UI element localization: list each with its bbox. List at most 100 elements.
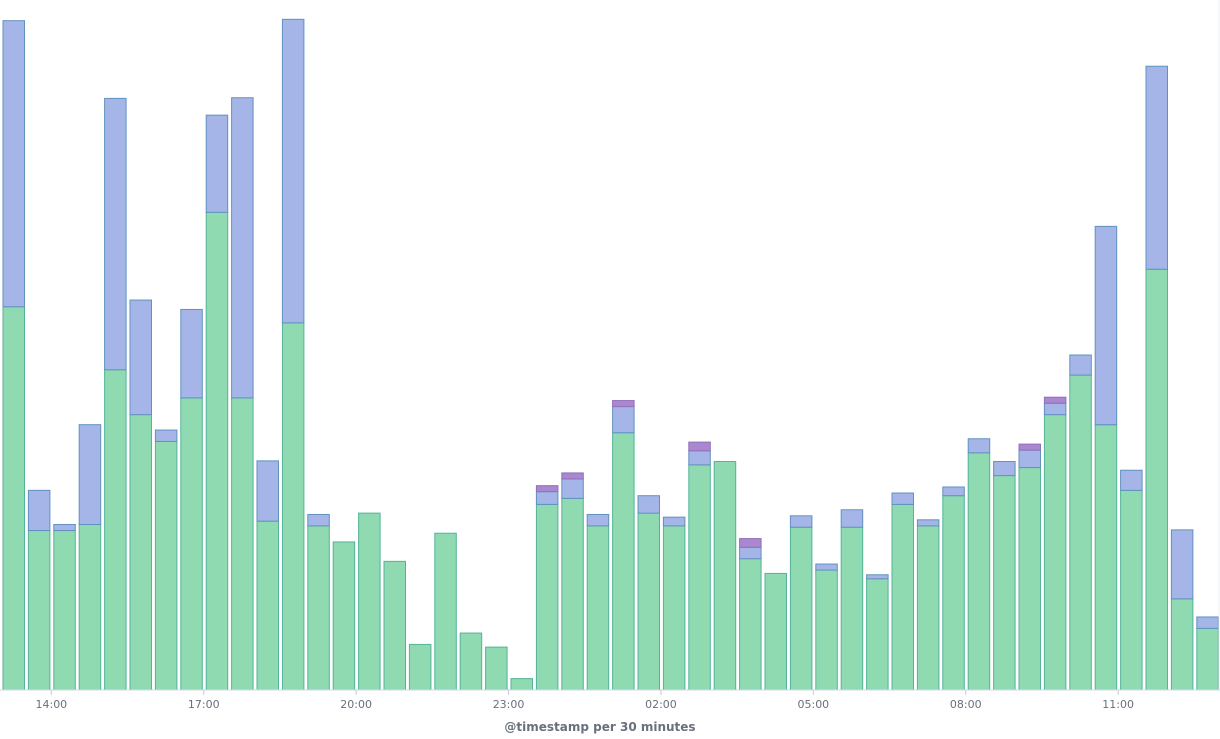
bar-segment-series-0-19:30[interactable] <box>307 525 330 691</box>
bar-segment-series-2-01:30[interactable] <box>612 400 635 408</box>
bar-segment-series-0-15:00[interactable] <box>78 524 102 691</box>
bar-segment-series-1-12:00[interactable] <box>1145 65 1168 270</box>
bar-segment-series-1-18:00[interactable] <box>231 97 254 399</box>
bar-segment-series-1-03:00[interactable] <box>688 450 711 466</box>
x-tick-label: 05:00 <box>797 698 829 711</box>
bar-segment-series-0-17:00[interactable] <box>180 397 203 691</box>
bar-segment-series-0-04:00[interactable] <box>739 558 762 691</box>
bar-segment-series-0-01:30[interactable] <box>612 432 635 691</box>
bar-segment-series-0-03:00[interactable] <box>688 464 711 691</box>
bar-segment-series-2-03:00[interactable] <box>688 441 711 452</box>
bar-segment-series-0-01:00[interactable] <box>586 525 610 691</box>
bar-segment-series-1-05:00[interactable] <box>789 515 813 528</box>
bar-segment-series-0-14:00[interactable] <box>27 530 51 691</box>
bar-segment-series-1-05:30[interactable] <box>815 563 838 571</box>
bar-segment-series-1-10:30[interactable] <box>1069 354 1092 376</box>
bar-segment-series-0-13:00[interactable] <box>1196 627 1219 691</box>
bar-segment-series-0-16:00[interactable] <box>129 414 152 691</box>
bar-segment-series-1-18:30[interactable] <box>256 460 279 522</box>
bar-segment-series-0-05:00[interactable] <box>789 526 813 691</box>
bar-segment-series-0-02:30[interactable] <box>662 525 686 691</box>
bar-segment-series-1-09:30[interactable] <box>1018 449 1041 469</box>
bar-segment-series-0-14:30[interactable] <box>53 530 76 691</box>
bar-segment-series-0-06:30[interactable] <box>866 578 889 691</box>
bar-segment-series-0-18:30[interactable] <box>256 520 279 691</box>
bar-segment-series-0-11:30[interactable] <box>1120 489 1143 691</box>
bar-segment-series-0-06:00[interactable] <box>840 526 864 691</box>
bar-segment-series-2-10:00[interactable] <box>1043 396 1067 404</box>
bar-segment-series-0-09:00[interactable] <box>993 475 1016 691</box>
bar-segment-series-1-01:30[interactable] <box>612 406 635 434</box>
bar-segment-series-1-06:30[interactable] <box>866 574 889 580</box>
x-tick-label: 14:00 <box>35 698 67 711</box>
bar-segment-series-0-08:30[interactable] <box>967 452 991 691</box>
x-tick-label: 02:00 <box>645 698 677 711</box>
bar-segment-series-0-00:30[interactable] <box>561 497 584 691</box>
bar-segment-series-1-11:30[interactable] <box>1120 469 1143 491</box>
bar-segment-series-1-13:30[interactable] <box>2 20 25 308</box>
bar-segment-series-1-08:30[interactable] <box>967 438 991 454</box>
bar-segment-series-0-00:00[interactable] <box>535 503 559 691</box>
bar-segment-series-1-07:30[interactable] <box>916 519 940 527</box>
bar-segment-series-1-11:00[interactable] <box>1094 225 1118 426</box>
x-tick-label: 11:00 <box>1102 698 1134 711</box>
x-axis-ticks: 14:00 17:00 20:00 23:00 02:00 05:00 08:00 11:00 <box>35 690 1134 711</box>
bar-segment-series-0-21:00[interactable] <box>383 560 406 691</box>
bar-segment-series-1-15:30[interactable] <box>104 97 127 371</box>
bar-segment-series-1-07:00[interactable] <box>891 492 914 505</box>
bar-segment-series-1-13:00[interactable] <box>1196 616 1219 629</box>
bar-segment-series-0-19:00[interactable] <box>281 322 305 691</box>
bar-segment-series-2-00:30[interactable] <box>561 472 584 480</box>
bar-segment-series-2-00:00[interactable] <box>535 485 559 493</box>
bar-segment-series-1-04:00[interactable] <box>739 546 762 560</box>
bar-segment-series-0-22:30[interactable] <box>459 632 483 691</box>
bar-segment-series-0-09:30[interactable] <box>1018 467 1041 691</box>
bar-segment-series-0-08:00[interactable] <box>942 495 965 691</box>
bar-segment-series-1-17:30[interactable] <box>205 114 229 213</box>
bar-segment-series-1-06:00[interactable] <box>840 509 864 528</box>
bar-segment-series-1-17:00[interactable] <box>180 308 203 399</box>
bar-segment-series-2-04:00[interactable] <box>739 538 762 548</box>
bar-segment-series-0-12:00[interactable] <box>1145 268 1168 691</box>
bar-segment-series-1-09:00[interactable] <box>993 461 1016 477</box>
bar-segment-series-0-10:30[interactable] <box>1069 374 1092 691</box>
bar-segment-series-1-10:00[interactable] <box>1043 402 1067 416</box>
bar-segment-series-1-00:00[interactable] <box>535 491 559 505</box>
bar-segment-series-0-22:00[interactable] <box>434 532 457 691</box>
bar-segment-series-1-02:00[interactable] <box>637 495 660 514</box>
bar-segment-series-0-17:30[interactable] <box>205 211 229 691</box>
bar-segment-series-0-16:30[interactable] <box>154 440 178 691</box>
bar-segment-series-1-15:00[interactable] <box>78 424 102 526</box>
bar-segment-series-0-13:30[interactable] <box>2 306 25 691</box>
bar-segment-series-0-10:00[interactable] <box>1043 414 1067 691</box>
bar-segment-series-1-16:00[interactable] <box>129 299 152 416</box>
bar-segment-series-1-00:30[interactable] <box>561 478 584 499</box>
bar-segment-series-0-04:30[interactable] <box>764 572 787 691</box>
x-axis-title: @timestamp per 30 minutes <box>504 720 695 734</box>
bar-segment-series-0-18:00[interactable] <box>231 397 254 691</box>
bar-segment-series-0-03:30[interactable] <box>713 461 737 691</box>
bar-segment-series-0-20:00[interactable] <box>332 541 356 691</box>
bar-segment-series-1-19:30[interactable] <box>307 513 330 527</box>
bar-segment-series-0-11:00[interactable] <box>1094 424 1118 691</box>
bar-segment-series-0-23:30[interactable] <box>510 678 533 691</box>
bar-segment-series-1-16:30[interactable] <box>154 429 178 442</box>
bar-segment-series-0-07:00[interactable] <box>891 503 914 691</box>
bar-segment-series-2-09:30[interactable] <box>1018 443 1041 451</box>
bar-segment-series-0-07:30[interactable] <box>916 525 940 691</box>
bar-segment-series-0-20:30[interactable] <box>358 512 381 691</box>
bar-segment-series-0-05:30[interactable] <box>815 569 838 691</box>
bar-segment-series-0-23:00[interactable] <box>485 646 508 691</box>
bar-segment-series-0-15:30[interactable] <box>104 369 127 691</box>
bar-segment-series-1-02:30[interactable] <box>662 516 686 527</box>
bar-segment-series-1-19:00[interactable] <box>281 18 305 324</box>
bar-segment-series-1-08:00[interactable] <box>942 486 965 497</box>
bar-segment-series-0-12:30[interactable] <box>1170 598 1194 691</box>
bar-segment-series-0-02:00[interactable] <box>637 512 660 691</box>
bar-segment-series-1-14:30[interactable] <box>53 524 76 532</box>
bar-segment-series-1-14:00[interactable] <box>27 489 51 532</box>
bar-segment-series-1-01:00[interactable] <box>586 513 610 527</box>
bar-segment-series-0-21:30[interactable] <box>408 643 432 691</box>
bar-segment-series-1-12:30[interactable] <box>1170 529 1194 600</box>
